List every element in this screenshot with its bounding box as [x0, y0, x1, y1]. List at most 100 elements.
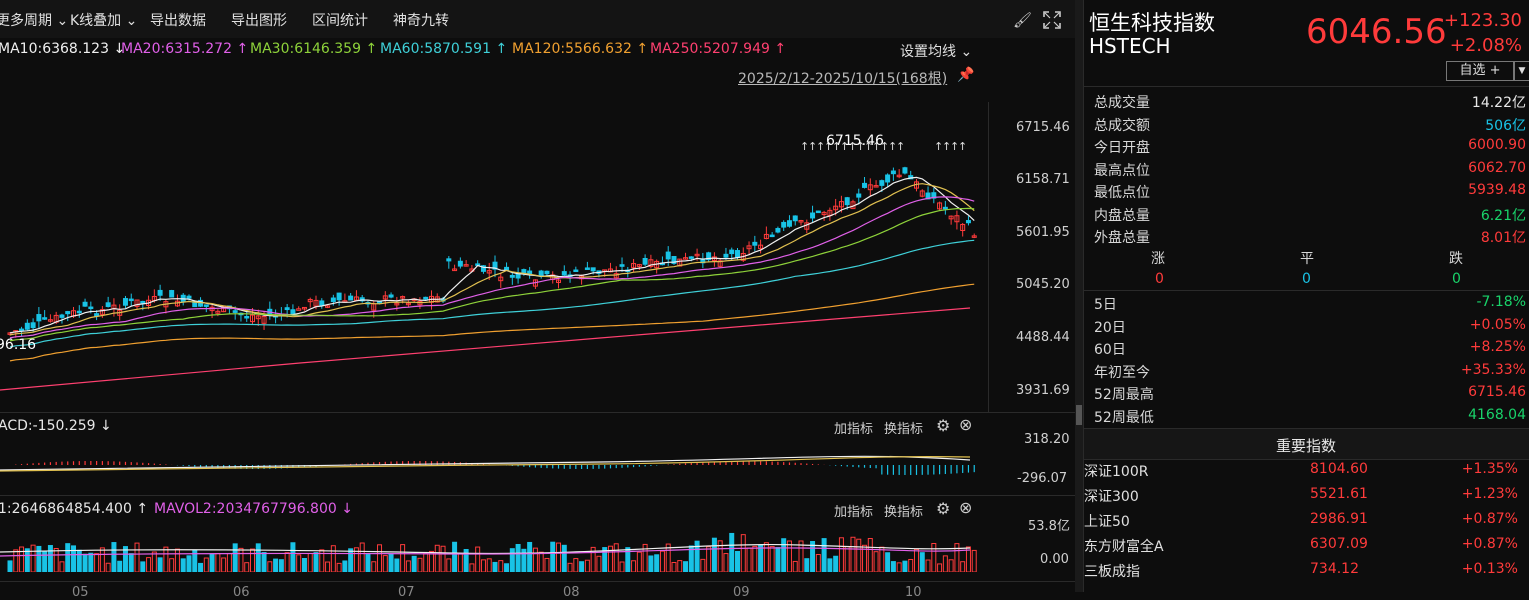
index-row-name: 深证100R — [1084, 464, 1149, 480]
stat-value: 6062.70 — [1468, 159, 1526, 176]
ma250-legend: MA250:5207.949 ↑ — [650, 41, 787, 57]
stat-value: 6000.90 — [1468, 137, 1526, 153]
svg-text:↑: ↑ — [872, 140, 881, 153]
pin-icon[interactable]: 📌 — [957, 67, 975, 83]
x-tick: 05 — [72, 585, 89, 600]
breadth-up-count: 0 — [1155, 271, 1164, 287]
svg-text:↑: ↑ — [816, 140, 825, 153]
add-watchlist-button[interactable]: 自选 + — [1446, 61, 1514, 81]
price-tick: 5601.95 — [1016, 225, 1070, 240]
draw-brush-icon[interactable]: 🖌 — [1013, 11, 1033, 29]
switch-indicator-button[interactable]: 换指标 — [884, 505, 924, 520]
close-icon[interactable]: ⊗ — [959, 415, 973, 434]
x-tick: 09 — [733, 585, 750, 600]
breadth-flat-count: 0 — [1302, 271, 1311, 287]
index-row-pct: +1.23% — [1461, 486, 1518, 502]
stat-value: 5939.48 — [1468, 182, 1526, 198]
candlestick-plot: ↑↑↑↑↑↑↑↑↑↑↑↑↑ ↑↑↑↑ — [0, 140, 977, 391]
index-row-pct: +0.87% — [1461, 536, 1518, 552]
mavol2-label: MAVOL2:2034767796.800 ↓ — [154, 501, 353, 517]
index-row-pct: +1.35% — [1461, 461, 1518, 477]
index-row-value: 734.12 — [1310, 561, 1359, 577]
breadth-up-label: 涨 — [1151, 251, 1165, 267]
high-annotation: 6715.46 — [826, 133, 884, 149]
index-row[interactable]: 深证300 5521.61 +1.23% — [1084, 486, 1529, 511]
x-tick: 08 — [563, 585, 580, 600]
scrollbar[interactable] — [1075, 0, 1083, 592]
macd-plot — [0, 455, 975, 475]
svg-text:↑: ↑ — [864, 140, 873, 153]
volume-plot — [0, 532, 977, 572]
fullscreen-icon[interactable] — [1043, 11, 1061, 29]
volume-top-tick: 53.8亿 — [1028, 519, 1070, 534]
price-change: +123.30 — [1443, 10, 1522, 31]
export-image-button[interactable]: 导出图形 — [231, 13, 287, 29]
breadth-down-count: 0 — [1452, 271, 1461, 287]
export-data-button[interactable]: 导出数据 — [150, 13, 206, 29]
index-row[interactable]: 上证50 2986.91 +0.87% — [1084, 511, 1529, 536]
svg-text:↑: ↑ — [832, 140, 841, 153]
x-tick: 06 — [233, 585, 250, 600]
svg-text:↑: ↑ — [958, 140, 967, 153]
period-label: 5日 — [1094, 297, 1117, 313]
svg-text:↑: ↑ — [934, 140, 943, 153]
index-row-pct: +0.87% — [1461, 511, 1518, 527]
index-row[interactable]: 东方财富全A 6307.09 +0.87% — [1084, 536, 1529, 561]
stat-value: 8.01亿 — [1480, 230, 1526, 246]
period-value: -7.18% — [1476, 294, 1526, 310]
period-label: 52周最高 — [1094, 387, 1154, 403]
price-tick: 6715.46 — [1016, 120, 1070, 135]
period-value: +35.33% — [1460, 361, 1526, 378]
add-indicator-button[interactable]: 加指标 — [834, 422, 874, 437]
price-change-pct: +2.08% — [1449, 35, 1522, 56]
kline-overlay-menu[interactable]: K线叠加 ⌄ — [70, 13, 138, 29]
stat-label: 最低点位 — [1094, 185, 1150, 201]
ma60-legend: MA60:5870.591 ↑ — [380, 41, 508, 57]
switch-indicator-button[interactable]: 换指标 — [884, 422, 924, 437]
current-price: 6046.56 — [1306, 12, 1447, 52]
magic-nine-button[interactable]: 神奇九转 — [393, 13, 449, 29]
stat-label: 内盘总量 — [1094, 207, 1150, 224]
more-periods-menu[interactable]: 更多周期 ⌄ — [0, 13, 69, 29]
close-icon[interactable]: ⊗ — [959, 498, 973, 517]
important-indices-header: 重要指数 — [1084, 428, 1529, 460]
stat-value: 6.21亿 — [1480, 207, 1526, 224]
svg-text:↑: ↑ — [896, 140, 905, 153]
chart-toolbar: 更多周期 ⌄ K线叠加 ⌄ 导出数据 导出图形 区间统计 神奇九转 🖌 — [0, 0, 1075, 39]
period-label: 年初至今 — [1094, 364, 1150, 381]
watchlist-dropdown-icon[interactable]: ▼ — [1514, 61, 1529, 81]
price-tick: 3931.69 — [1016, 383, 1070, 398]
period-label: 60日 — [1094, 342, 1126, 358]
stat-value: 14.22亿 — [1471, 95, 1526, 111]
volume-bottom-tick: 0.00 — [1040, 552, 1069, 567]
svg-text:↑: ↑ — [880, 140, 889, 153]
breadth-flat-label: 平 — [1300, 251, 1314, 267]
index-row[interactable]: 深证100R 8104.60 +1.35% — [1084, 461, 1529, 486]
add-indicator-button[interactable]: 加指标 — [834, 505, 874, 520]
quote-panel: 恒生科技指数 HSTECH 6046.56 +123.30 +2.08% 自选 … — [1083, 0, 1529, 592]
stat-label: 总成交额 — [1094, 117, 1150, 134]
index-row[interactable]: 三板成指 734.12 +0.13% — [1084, 561, 1529, 586]
index-row-value: 2986.91 — [1310, 511, 1368, 527]
index-row-name: 三板成指 — [1084, 564, 1140, 580]
breadth-down-label: 跌 — [1449, 251, 1463, 267]
price-tick: 4488.44 — [1016, 330, 1070, 345]
ma-settings-button[interactable]: 设置均线 ⌄ — [900, 44, 973, 60]
period-value: +8.25% — [1469, 339, 1526, 355]
index-code: HSTECH — [1089, 34, 1171, 58]
x-tick: 07 — [398, 585, 415, 600]
range-stats-button[interactable]: 区间统计 — [312, 13, 368, 29]
price-tick: 6158.71 — [1016, 172, 1070, 187]
svg-text:↑: ↑ — [824, 140, 833, 153]
ma30-legend: MA30:6146.359 ↑ — [250, 41, 378, 57]
period-label: 20日 — [1094, 319, 1126, 336]
macd-bottom-tick: -296.07 — [1017, 471, 1068, 486]
price-tick: 5045.20 — [1016, 277, 1070, 292]
gear-icon[interactable]: ⚙ — [936, 499, 951, 518]
svg-text:↑: ↑ — [888, 140, 897, 153]
svg-text:↑: ↑ — [840, 140, 849, 153]
gear-icon[interactable]: ⚙ — [936, 416, 951, 435]
stat-label: 外盘总量 — [1094, 230, 1150, 246]
kline-chart-area[interactable]: MA10:6368.123 ↓ MA20:6315.272 ↑ MA30:614… — [0, 38, 1075, 600]
mavol1-label: 1:2646864854.400 ↑ — [0, 501, 149, 517]
